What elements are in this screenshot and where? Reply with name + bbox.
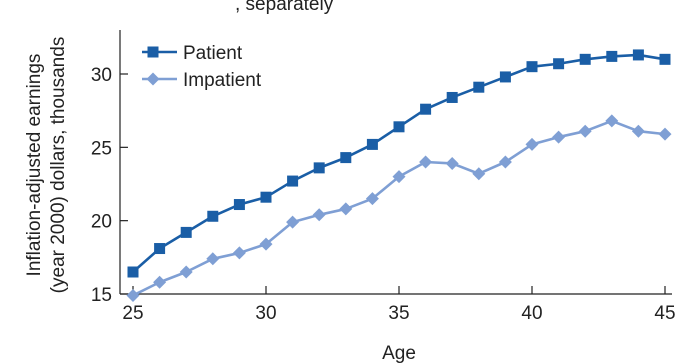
impatient-point xyxy=(259,237,273,251)
y-tick-label: 20 xyxy=(91,212,112,233)
patient-point xyxy=(366,138,378,150)
patient-point xyxy=(526,61,538,73)
impatient-point xyxy=(419,155,433,169)
impatient-point xyxy=(392,170,406,184)
y-tick-label: 25 xyxy=(91,138,112,159)
impatient-point xyxy=(445,156,459,170)
impatient-point xyxy=(153,275,167,289)
impatient-point xyxy=(658,127,672,141)
axes: 15 20 25 30 25 30 35 40 45 xyxy=(91,30,676,324)
impatient-point xyxy=(525,137,539,151)
legend-label: Patient xyxy=(183,43,243,64)
legend-label: Impatient xyxy=(183,70,262,91)
impatient-point xyxy=(126,288,140,302)
impatient-point xyxy=(631,124,645,138)
series-impatient xyxy=(126,114,672,302)
legend: Patient Impatient xyxy=(142,43,262,91)
x-tick-label: 35 xyxy=(388,303,409,324)
x-tick-label: 25 xyxy=(122,303,143,324)
impatient-point xyxy=(179,265,193,279)
x-tick-label: 30 xyxy=(255,303,276,324)
y-tick-label: 15 xyxy=(91,285,112,306)
patient-point xyxy=(233,199,245,211)
patient-point xyxy=(553,58,565,70)
y-axis-title-line2: (year 2000) dollars, thousands xyxy=(48,37,69,294)
impatient-point xyxy=(578,124,592,138)
patient-point xyxy=(606,50,618,62)
legend-item-patient: Patient xyxy=(142,43,243,64)
impatient-point xyxy=(312,208,326,222)
patient-point xyxy=(207,210,219,222)
impatient-point xyxy=(498,155,512,169)
patient-point xyxy=(473,81,485,93)
legend-item-impatient: Impatient xyxy=(142,70,262,91)
y-axis-title-line1: Inflation-adjusted earnings xyxy=(24,54,45,277)
series-patient xyxy=(127,49,671,278)
impatient-point xyxy=(232,246,246,260)
patient-point xyxy=(340,152,352,164)
impatient-point xyxy=(339,202,353,216)
series-layer xyxy=(126,49,672,302)
patient-point xyxy=(499,71,511,83)
y-axis-title: Inflation-adjusted earnings (year 2000) … xyxy=(24,37,69,294)
patient-point xyxy=(393,121,405,133)
x-tick-label: 40 xyxy=(521,303,542,324)
impatient-point xyxy=(472,167,486,181)
patient-point xyxy=(446,91,458,103)
impatient-point xyxy=(605,114,619,128)
impatient-point xyxy=(552,130,566,144)
impatient-point xyxy=(286,215,300,229)
x-tick-label: 45 xyxy=(654,303,675,324)
impatient-point xyxy=(206,252,220,266)
patient-point xyxy=(180,226,192,238)
legend-swatch-marker xyxy=(147,46,159,58)
patient-point xyxy=(313,162,325,174)
impatient-point xyxy=(365,192,379,206)
patient-point xyxy=(260,191,272,203)
y-tick-label: 30 xyxy=(91,65,112,86)
patient-point xyxy=(420,103,432,115)
impatient-line xyxy=(132,119,666,297)
patient-point xyxy=(287,175,299,187)
chart-title-fragment: , separately xyxy=(235,0,334,15)
legend-swatch-marker xyxy=(146,72,160,86)
x-axis-title: Age xyxy=(382,343,416,363)
patient-point xyxy=(632,49,644,61)
patient-point xyxy=(579,53,591,65)
patient-point xyxy=(127,266,139,278)
patient-point xyxy=(154,243,166,255)
patient-point xyxy=(659,53,671,65)
